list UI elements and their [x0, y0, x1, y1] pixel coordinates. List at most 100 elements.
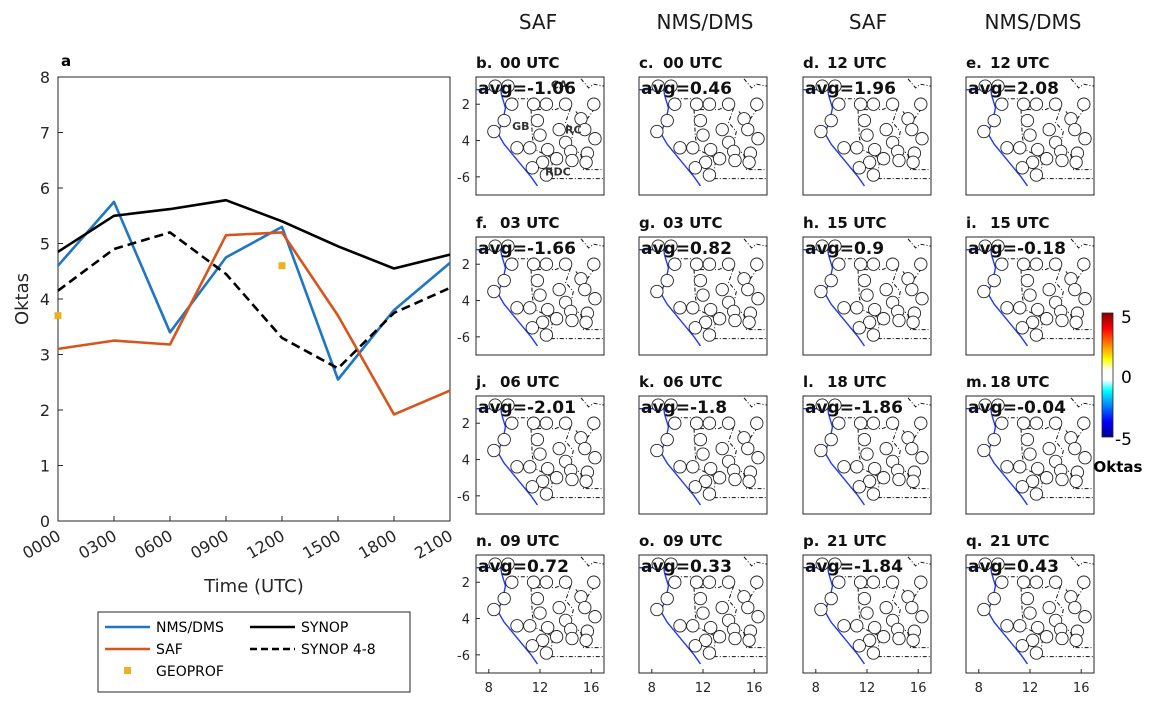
colorbar-tick-top: 5: [1121, 308, 1132, 328]
station-marker: [1078, 292, 1092, 306]
station-marker: [696, 128, 710, 142]
station-marker: [885, 575, 900, 589]
station-marker: [525, 639, 539, 653]
station-marker: [728, 631, 742, 646]
station-marker: [995, 416, 1009, 430]
country-border: [743, 556, 768, 567]
station-marker: [702, 416, 717, 430]
station-marker: [704, 142, 718, 157]
country-border: [580, 397, 605, 408]
station-marker: [497, 273, 511, 288]
station-marker: [1048, 416, 1063, 430]
column-header-2: NMS/DMS: [656, 10, 753, 34]
legend-box: [97, 611, 411, 693]
station-marker: [510, 141, 524, 155]
map-y-tick-label: 2: [462, 258, 470, 273]
station-marker: [1013, 460, 1027, 474]
station-marker: [1078, 610, 1092, 624]
station-marker: [702, 575, 717, 589]
station-marker: [702, 168, 717, 182]
station-marker: [742, 633, 756, 647]
station-marker: [742, 155, 756, 169]
station-marker: [539, 487, 554, 501]
country-border: [693, 587, 767, 658]
station-marker: [523, 460, 537, 474]
station-marker: [876, 471, 891, 485]
station-marker: [565, 313, 579, 328]
country-border: [728, 426, 765, 490]
station-marker: [689, 257, 704, 271]
station-marker: [1025, 633, 1040, 647]
station-marker: [1016, 257, 1031, 271]
map-y-tick-label: 2: [462, 417, 470, 432]
map-panel: g. 03 UTC avg=0.82: [638, 214, 768, 356]
station-marker: [1042, 282, 1056, 297]
country-border: [892, 267, 929, 331]
country-border: [693, 428, 767, 499]
station-marker: [579, 633, 593, 647]
station-marker: [689, 416, 704, 430]
station-marker: [905, 600, 919, 615]
station-marker: [906, 474, 920, 488]
station-marker: [533, 128, 547, 142]
station-marker: [1031, 302, 1045, 317]
station-marker: [905, 441, 919, 456]
station-marker: [712, 471, 727, 485]
station-marker: [866, 416, 881, 430]
panel-time: 15 UTC: [990, 214, 1050, 232]
country-border: [1055, 585, 1092, 649]
x-tick-label: 2100: [411, 526, 456, 563]
station-marker: [698, 633, 713, 647]
station-marker: [832, 257, 846, 271]
country-border: [728, 267, 765, 331]
station-marker: [1029, 646, 1044, 660]
station-marker: [915, 292, 929, 306]
country-border: [907, 556, 932, 567]
country-border: [1055, 107, 1092, 171]
series-geoprof-marker: [278, 262, 286, 270]
station-marker: [876, 152, 891, 166]
station-marker: [664, 239, 678, 253]
station-marker: [1029, 168, 1044, 182]
panel-a-line-chart: a 0 1 2 3 4 5 6 7 8 0000 0300 0600 0900 1200 1500 1800…: [12, 52, 456, 597]
station-marker: [1029, 257, 1044, 271]
station-marker: [587, 97, 601, 111]
station-marker: [558, 97, 573, 111]
station-marker: [721, 97, 736, 111]
map-x-tick-label: 16: [746, 681, 763, 696]
region-label: RDC: [545, 165, 571, 178]
station-marker: [533, 447, 547, 461]
station-marker: [501, 398, 515, 412]
station-marker: [866, 487, 881, 501]
station-marker: [704, 461, 718, 476]
station-marker: [1025, 315, 1040, 329]
station-marker: [668, 575, 682, 589]
station-marker: [541, 142, 555, 157]
x-tick-label: 0600: [131, 526, 176, 563]
country-border: [728, 107, 765, 171]
station-marker: [530, 113, 545, 128]
station-marker: [814, 602, 828, 617]
station-marker: [850, 619, 864, 633]
station-marker: [1016, 416, 1031, 430]
station-marker: [1048, 575, 1063, 589]
station-marker: [868, 302, 882, 317]
station-marker: [879, 282, 893, 297]
station-marker: [558, 257, 573, 271]
station-marker: [688, 161, 702, 175]
station-marker: [832, 575, 846, 589]
station-marker: [533, 288, 547, 302]
legend-label-synop48: SYNOP 4-8: [301, 642, 376, 658]
station-marker: [588, 132, 602, 146]
station-marker: [1078, 451, 1092, 465]
station-marker: [704, 302, 718, 317]
station-marker: [1039, 471, 1054, 485]
map-y-tick-label: 2: [462, 576, 470, 591]
panel-letter: f.: [476, 214, 487, 232]
station-marker: [501, 79, 515, 93]
station-marker: [1000, 301, 1014, 315]
station-marker: [852, 480, 866, 494]
map-y-tick-label: 4: [462, 135, 470, 150]
station-marker: [857, 432, 872, 447]
map-panel: d. 12 UTC avg=1.96: [802, 54, 932, 196]
